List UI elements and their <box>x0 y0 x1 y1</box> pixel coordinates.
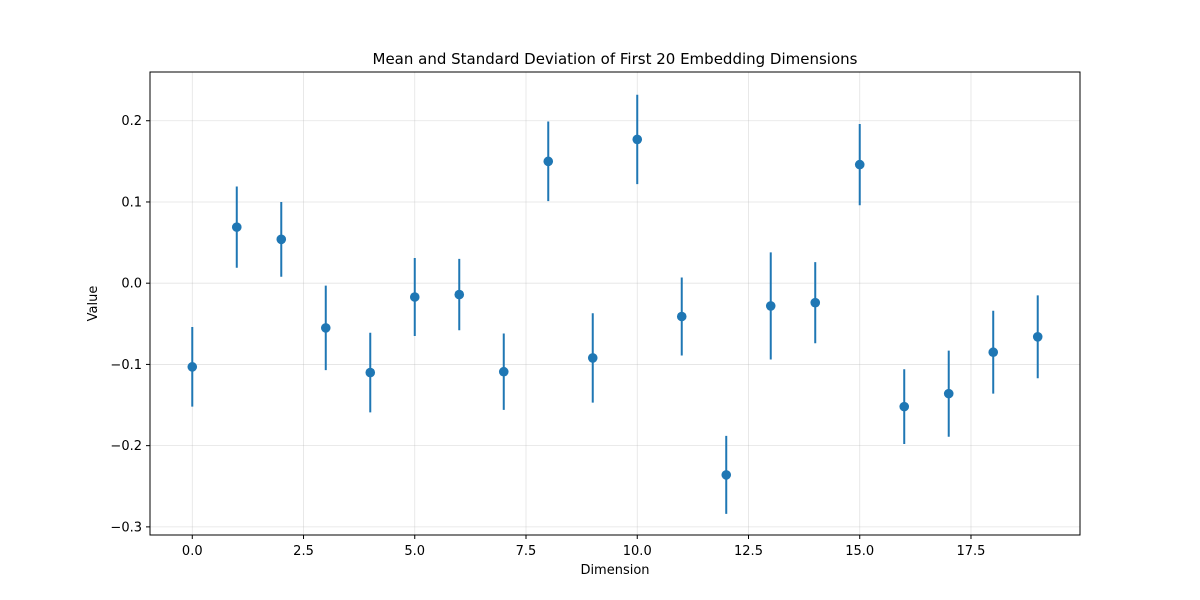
y-tick-label: −0.2 <box>110 439 142 454</box>
mean-point <box>988 347 999 358</box>
mean-point <box>543 156 554 167</box>
y-tick-label: 0.0 <box>121 277 142 292</box>
y-tick-label: 0.2 <box>121 114 142 129</box>
x-tick-label: 7.5 <box>516 544 537 559</box>
y-axis-ticks: −0.3 −0.2 −0.1 0.0 0.1 0.2 <box>110 114 150 535</box>
grid <box>150 72 1080 535</box>
mean-point <box>810 297 821 308</box>
y-tick-label: 0.1 <box>121 195 142 210</box>
mean-point <box>409 292 420 302</box>
mean-point <box>632 134 643 145</box>
mean-point <box>676 311 687 322</box>
x-tick-label: 17.5 <box>957 544 986 559</box>
x-tick-label: 2.5 <box>293 544 314 559</box>
mean-point <box>320 323 331 333</box>
mean-point <box>854 159 865 170</box>
y-tick-label: −0.3 <box>110 520 142 535</box>
mean-point <box>187 362 198 372</box>
mean-point <box>721 470 732 480</box>
chart-title: Mean and Standard Deviation of First 20 … <box>373 50 858 68</box>
mean-point <box>587 353 598 363</box>
mean-point <box>231 222 242 232</box>
mean-point <box>899 401 910 412</box>
mean-point <box>498 366 509 377</box>
x-tick-label: 5.0 <box>404 544 425 559</box>
mean-point <box>1032 332 1043 342</box>
mean-point <box>765 301 776 311</box>
x-tick-label: 15.0 <box>845 544 874 559</box>
x-tick-label: 12.5 <box>734 544 763 559</box>
plot-marks <box>187 94 1043 514</box>
y-tick-label: −0.1 <box>110 358 142 373</box>
mean-point <box>365 367 376 378</box>
x-tick-label: 0.0 <box>182 544 203 559</box>
mean-point <box>276 234 287 245</box>
y-axis-label: Value <box>86 286 101 322</box>
x-axis-ticks: 0.0 2.5 5.0 7.5 10.0 12.5 15.0 17.5 <box>182 535 986 559</box>
mean-point <box>943 388 954 399</box>
plot-frame <box>149 71 1081 536</box>
x-axis-label: Dimension <box>580 563 649 578</box>
x-tick-label: 10.0 <box>623 544 652 559</box>
mean-point <box>454 289 465 300</box>
